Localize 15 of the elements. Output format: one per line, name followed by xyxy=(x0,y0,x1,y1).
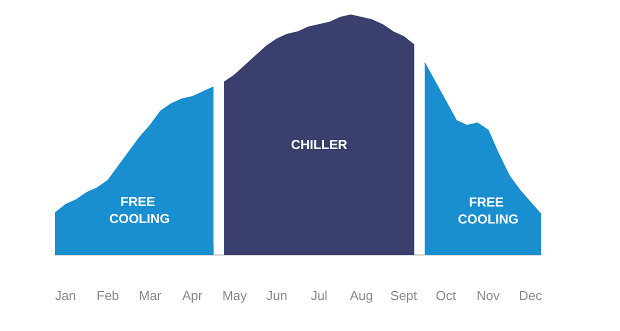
x-tick-label: Aug xyxy=(350,288,373,303)
annotation: FREE COOLING xyxy=(109,194,170,226)
annotation: CHILLER xyxy=(290,137,348,152)
x-tick-label: May xyxy=(222,288,248,303)
x-tick-label: Jan xyxy=(55,288,76,303)
x-tick-label: Feb xyxy=(96,288,120,303)
x-tick-label: Nov xyxy=(476,288,500,303)
x-tick-label: Apr xyxy=(182,288,204,303)
x-tick-label: Jun xyxy=(266,288,288,303)
annotation: FREE COOLING xyxy=(458,194,519,227)
x-tick-label: Oct xyxy=(436,288,456,303)
x-tick-label: Sept xyxy=(390,288,418,303)
x-tick-label: Dec xyxy=(518,288,542,303)
x-tick-label: Mar xyxy=(138,288,162,303)
x-tick-label: Jul xyxy=(310,288,328,303)
